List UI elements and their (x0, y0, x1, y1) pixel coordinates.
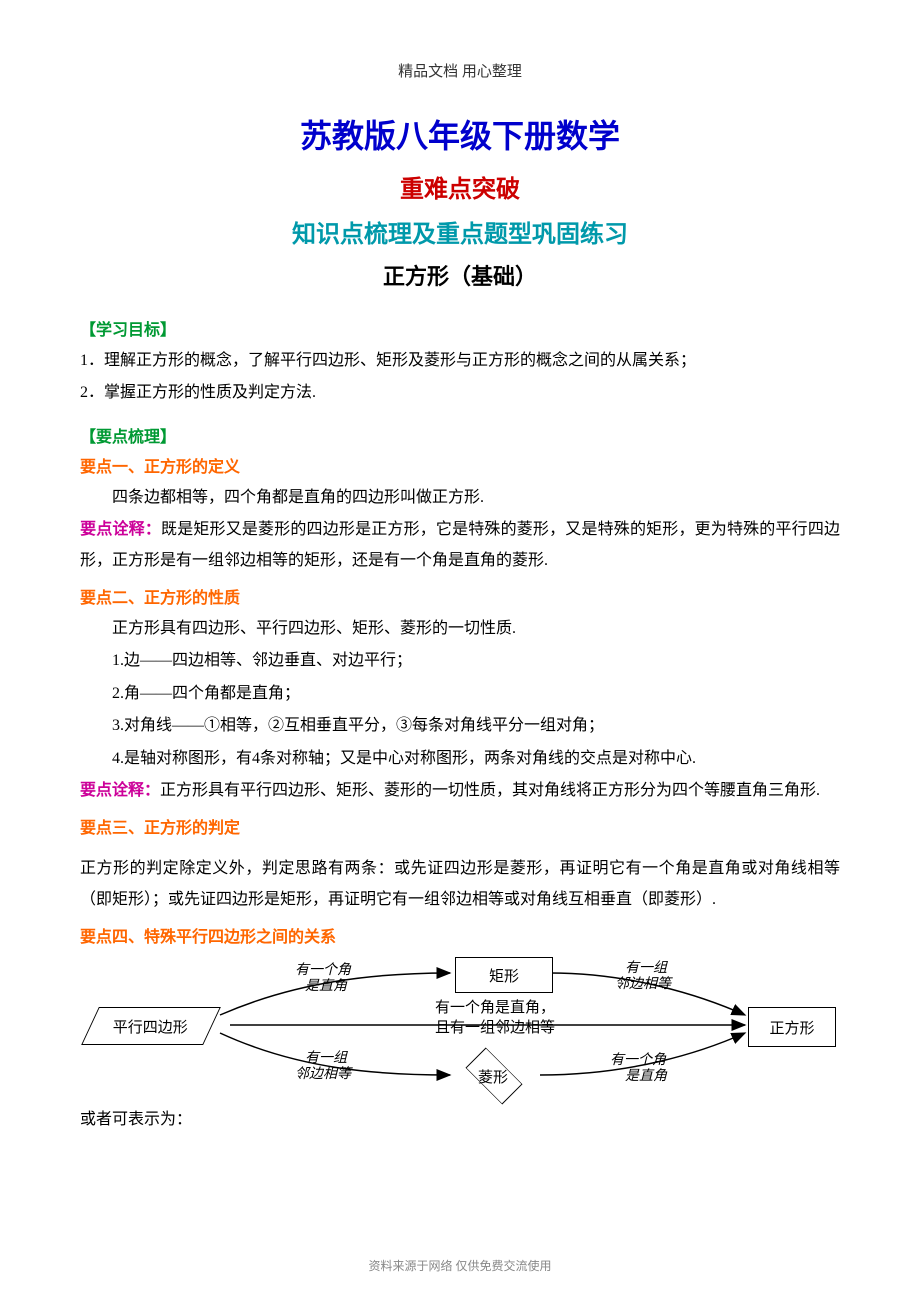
point1-note-wrap: 要点诠释：既是矩形又是菱形的四边形是正方形，它是特殊的菱形，又是特殊的矩形，更为… (80, 515, 840, 576)
page-header-small: 精品文档 用心整理 (80, 60, 840, 81)
after-diagram-text: 或者可表示为： (80, 1105, 840, 1135)
point2-note-label: 要点诠释： (80, 782, 160, 799)
section-points-heading: 【要点梳理】 (80, 423, 840, 447)
point2-heading: 要点二、正方形的性质 (80, 584, 840, 608)
goal-item-2: 2．掌握正方形的性质及判定方法. (80, 378, 840, 408)
arrow-label-tl1: 有一个角 (295, 963, 351, 978)
title-sub1: 重难点突破 (80, 169, 840, 204)
title-sub3: 正方形（基础） (80, 259, 840, 291)
node-rectangle-label: 矩形 (489, 965, 519, 986)
node-parallelogram-label: 平行四边形 (113, 1016, 188, 1037)
point2-item-3: 3.对角线——①相等，②互相垂直平分，③每条对角线平分一组对角； (80, 711, 840, 741)
node-square-label: 正方形 (769, 1017, 814, 1038)
point2-item-2: 2.角——四个角都是直角； (80, 679, 840, 709)
node-rectangle: 矩形 (455, 957, 553, 993)
point2-note-text: 正方形具有平行四边形、矩形、菱形的一切性质，其对角线将正方形分为四个等腰直角三角… (160, 782, 820, 799)
arrow-label-bl1: 有一组 (305, 1051, 347, 1066)
point2-note-wrap: 要点诠释：正方形具有平行四边形、矩形、菱形的一切性质，其对角线将正方形分为四个等… (80, 776, 840, 806)
point2-intro: 正方形具有四边形、平行四边形、矩形、菱形的一切性质. (80, 614, 840, 644)
point3-heading: 要点三、正方形的判定 (80, 814, 840, 838)
point1-line-1: 四条边都相等，四个角都是直角的四边形叫做正方形. (80, 483, 840, 513)
diagram-center-text: 有一个角是直角，且有一组邻边相等 (415, 999, 575, 1038)
node-rhombus-label: 菱形 (458, 1066, 528, 1087)
node-square: 正方形 (748, 1007, 836, 1047)
point1-note-text: 既是矩形又是菱形的四边形是正方形，它是特殊的菱形，又是特殊的矩形，更为特殊的平行… (80, 521, 840, 568)
point1-note-label: 要点诠释： (80, 521, 161, 538)
title-main: 苏教版八年级下册数学 (80, 111, 840, 157)
page-container: 精品文档 用心整理 苏教版八年级下册数学 重难点突破 知识点梳理及重点题型巩固练… (0, 0, 920, 1302)
point1-heading: 要点一、正方形的定义 (80, 453, 840, 477)
node-rhombus: 菱形 (458, 1061, 528, 1089)
arrow-label-bl2: 邻边相等 (295, 1067, 351, 1082)
arrow-label-tr2: 邻边相等 (615, 977, 671, 992)
spacer (80, 844, 840, 852)
arrow-label-br2: 是直角 (625, 1069, 667, 1084)
point3-text: 正方形的判定除定义外，判定思路有两条：或先证四边形是菱形，再证明它有一个角是直角… (80, 854, 840, 915)
node-parallelogram: 平行四边形 (81, 1007, 221, 1045)
arrow-label-tr1: 有一组 (625, 961, 667, 976)
point2-item-4: 4.是轴对称图形，有4条对称轴；又是中心对称图形，两条对角线的交点是对称中心. (80, 744, 840, 774)
title-sub2: 知识点梳理及重点题型巩固练习 (80, 214, 840, 249)
goal-item-1: 1．理解正方形的概念，了解平行四边形、矩形及菱形与正方形的概念之间的从属关系； (80, 346, 840, 376)
arrow-label-br1: 有一个角 (610, 1053, 666, 1068)
section-goals-heading: 【学习目标】 (80, 316, 840, 340)
page-footer: 资料来源于网络 仅供免费交流使用 (0, 1257, 920, 1274)
arrow-label-tl2: 是直角 (305, 979, 347, 994)
point4-heading: 要点四、特殊平行四边形之间的关系 (80, 923, 840, 947)
point2-item-1: 1.边——四边相等、邻边垂直、对边平行； (80, 646, 840, 676)
relations-diagram: 平行四边形 矩形 菱形 正方形 有一个角是直角，且有一组邻边相等 有一个角 是直… (80, 955, 840, 1095)
